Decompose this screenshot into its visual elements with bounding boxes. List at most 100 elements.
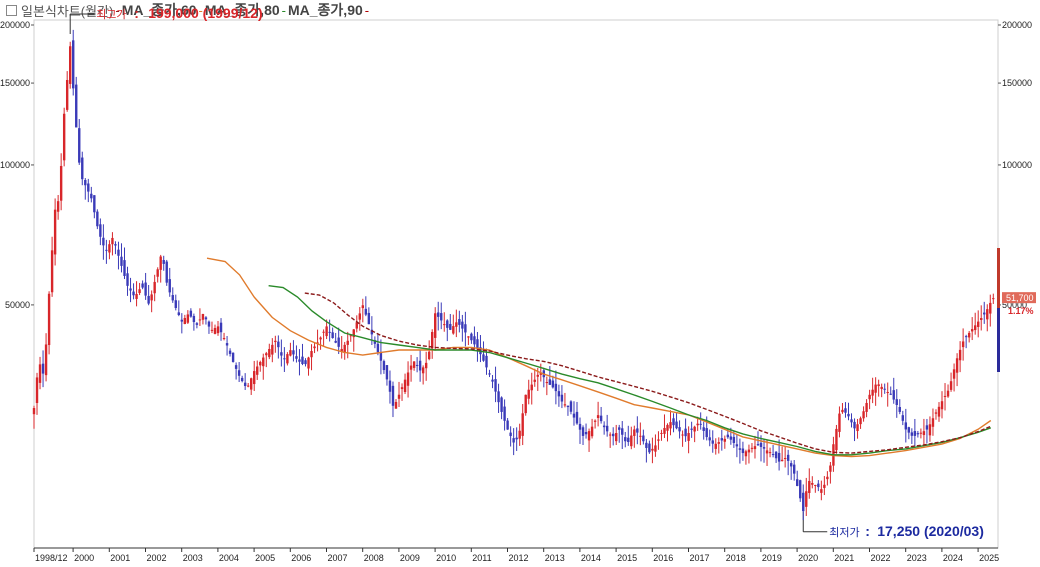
candles-layer bbox=[32, 29, 995, 521]
candle-body-276 bbox=[865, 402, 868, 412]
legend-separator-1: - bbox=[198, 2, 203, 18]
candle-body-43 bbox=[162, 260, 165, 264]
candle-body-65 bbox=[228, 350, 232, 354]
candle-body-138 bbox=[449, 323, 452, 330]
candle-body-25 bbox=[108, 244, 111, 253]
candle-body-136 bbox=[443, 324, 446, 326]
candle-body-288 bbox=[901, 415, 904, 421]
candle-body-161 bbox=[518, 430, 521, 439]
candle-body-52 bbox=[189, 310, 193, 317]
candle-body-279 bbox=[874, 384, 877, 393]
candle-body-212 bbox=[672, 418, 675, 426]
candle-body-100 bbox=[334, 340, 337, 343]
candle-body-120 bbox=[394, 401, 398, 409]
candle-body-40 bbox=[153, 281, 156, 294]
candle-body-197 bbox=[627, 437, 630, 443]
candle-body-67 bbox=[234, 365, 238, 369]
legend-ma60[interactable]: MA_종가,60 bbox=[121, 2, 197, 18]
x-tick-label-17: 2016 bbox=[653, 553, 673, 563]
x-tick-label-4: 2003 bbox=[183, 553, 203, 563]
candle-body-186 bbox=[593, 420, 597, 422]
candle-body-191 bbox=[608, 434, 612, 436]
candle-body-182 bbox=[581, 427, 585, 436]
candle-body-180 bbox=[575, 411, 579, 424]
candle-body-133 bbox=[434, 313, 437, 338]
candle-body-130 bbox=[424, 362, 428, 369]
candle-body-6 bbox=[50, 250, 54, 293]
candle-body-27 bbox=[114, 244, 117, 246]
candle-body-66 bbox=[231, 352, 235, 362]
change-percent-text: 1.17% bbox=[1008, 306, 1034, 316]
candle-body-48 bbox=[177, 312, 180, 316]
candle-body-296 bbox=[925, 425, 929, 430]
candle-body-121 bbox=[397, 394, 401, 399]
x-tick-label-5: 2004 bbox=[219, 553, 239, 563]
candle-body-294 bbox=[919, 432, 923, 434]
candle-body-286 bbox=[895, 399, 898, 406]
candle-body-13 bbox=[72, 40, 75, 89]
candle-body-201 bbox=[639, 435, 642, 437]
candle-body-160 bbox=[515, 437, 518, 440]
candle-body-18 bbox=[87, 183, 90, 192]
candle-body-262 bbox=[823, 484, 826, 488]
low-annotation-value: 17,250 (2020/03) bbox=[877, 523, 984, 539]
candle-body-76 bbox=[262, 357, 265, 367]
candle-body-88 bbox=[298, 359, 301, 362]
legend-ma90[interactable]: MA_종가,90 bbox=[287, 2, 363, 18]
candle-body-82 bbox=[280, 352, 283, 356]
candle-body-26 bbox=[111, 237, 114, 245]
candle-body-257 bbox=[808, 480, 811, 493]
candle-body-123 bbox=[403, 379, 407, 392]
candle-body-132 bbox=[430, 332, 434, 349]
candle-body-229 bbox=[723, 438, 727, 442]
x-tick-label-18: 2017 bbox=[689, 553, 709, 563]
candle-body-69 bbox=[240, 377, 244, 382]
candle-body-203 bbox=[645, 442, 648, 448]
candle-body-35 bbox=[138, 289, 141, 294]
candle-body-116 bbox=[382, 361, 386, 371]
candle-body-104 bbox=[346, 340, 349, 345]
candle-body-173 bbox=[554, 383, 558, 392]
candle-body-239 bbox=[753, 446, 757, 450]
candle-body-283 bbox=[886, 392, 889, 394]
candle-body-177 bbox=[566, 405, 570, 408]
candle-body-207 bbox=[657, 439, 660, 441]
settings-checkbox[interactable] bbox=[6, 4, 17, 16]
candle-body-106 bbox=[352, 329, 355, 338]
candle-body-156 bbox=[503, 406, 506, 421]
y-tick-label-left-2: 150000 bbox=[0, 78, 30, 88]
candle-body-85 bbox=[289, 350, 292, 356]
candle-body-244 bbox=[768, 452, 772, 454]
candle-body-274 bbox=[859, 418, 862, 425]
candle-body-192 bbox=[611, 433, 615, 437]
candle-body-241 bbox=[759, 442, 763, 447]
candle-body-59 bbox=[210, 329, 214, 331]
candle-body-103 bbox=[343, 344, 346, 354]
candle-body-86 bbox=[292, 350, 295, 355]
candle-body-139 bbox=[452, 326, 455, 334]
candle-body-222 bbox=[702, 427, 705, 431]
candle-body-184 bbox=[587, 431, 591, 441]
candle-body-53 bbox=[192, 315, 196, 323]
candle-body-166 bbox=[533, 379, 536, 382]
candle-body-300 bbox=[937, 406, 941, 417]
legend-ma80[interactable]: MA_종가,80 bbox=[204, 2, 280, 18]
candle-body-196 bbox=[624, 437, 627, 442]
candle-body-309 bbox=[964, 336, 968, 338]
candle-body-149 bbox=[482, 354, 485, 361]
candle-body-31 bbox=[126, 273, 129, 286]
x-tick-label-15: 2014 bbox=[581, 553, 601, 563]
candle-body-314 bbox=[980, 318, 983, 321]
y-tick-label-right-3: 200000 bbox=[1002, 20, 1032, 30]
candle-body-313 bbox=[977, 321, 980, 327]
last-price-text: 51,700 bbox=[1006, 293, 1034, 303]
candle-body-11 bbox=[65, 80, 69, 110]
candle-body-131 bbox=[427, 351, 431, 360]
candle-body-122 bbox=[400, 387, 404, 390]
candle-body-195 bbox=[621, 428, 624, 435]
x-tick-label-14: 2013 bbox=[545, 553, 565, 563]
candle-body-5 bbox=[47, 293, 51, 346]
candle-body-204 bbox=[648, 443, 651, 453]
candle-body-273 bbox=[856, 424, 859, 432]
